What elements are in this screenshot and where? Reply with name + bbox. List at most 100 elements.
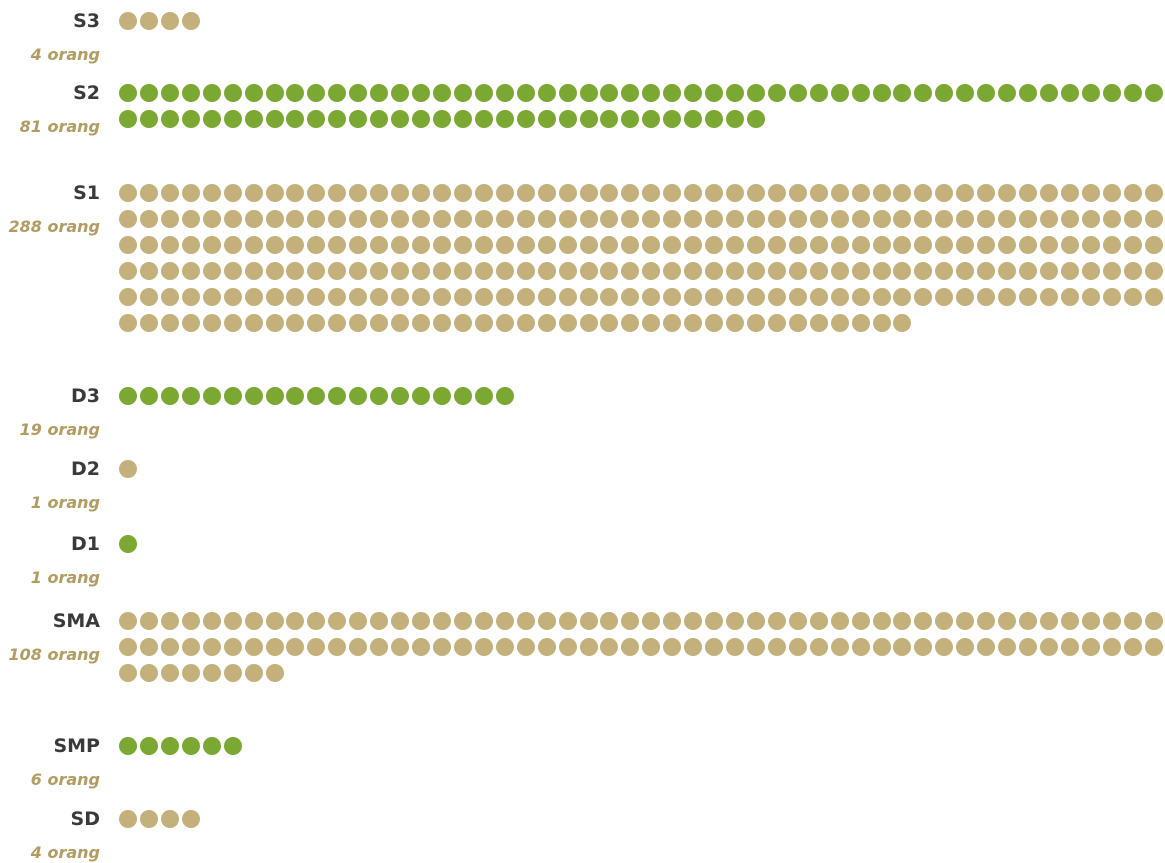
dot-s1: [872, 288, 891, 306]
dot-s1: [160, 314, 179, 332]
dot-sma: [1081, 612, 1100, 630]
dot-s1: [1039, 288, 1058, 306]
dot-sd: [160, 810, 179, 828]
dot-d2: [119, 460, 137, 478]
dot-d3: [160, 387, 179, 405]
row-count-s1: 288 orang: [8, 217, 101, 236]
dot-sma: [474, 612, 493, 630]
dot-s1: [642, 262, 661, 280]
row-count-s2: 81 orang: [19, 117, 100, 136]
row-label-s1: S1: [73, 182, 100, 204]
dot-sma: [558, 612, 577, 630]
dot-s1: [349, 184, 368, 202]
dot-d3: [370, 387, 389, 405]
dot-s1: [1102, 236, 1121, 254]
dot-sma: [516, 612, 535, 630]
dot-s1: [726, 236, 744, 254]
dot-s1: [391, 262, 410, 280]
dot-s2: [370, 110, 389, 128]
dot-s1: [244, 184, 263, 202]
dot-sma: [914, 638, 933, 656]
dot-s1: [537, 262, 556, 280]
dot-s1: [119, 314, 137, 332]
row-label-smp: SMP: [53, 735, 100, 757]
dot-d3: [139, 387, 158, 405]
dot-sma: [767, 638, 786, 656]
dot-s1: [1144, 288, 1163, 306]
dot-s2: [307, 84, 326, 102]
dot-s1: [767, 288, 786, 306]
dot-sma: [119, 612, 137, 630]
dot-s2: [391, 84, 410, 102]
dot-s2: [998, 84, 1017, 102]
dot-sma: [600, 612, 619, 630]
dot-sma: [223, 638, 242, 656]
dot-s1: [181, 262, 200, 280]
dot-s2: [432, 110, 451, 128]
dot-sd: [139, 810, 158, 828]
dot-s1: [579, 236, 598, 254]
row-count-d3: 19 orang: [19, 420, 100, 439]
dot-s1: [139, 288, 158, 306]
dot-s1: [474, 262, 493, 280]
dot-s2: [119, 110, 137, 128]
dot-s1: [621, 184, 640, 202]
dot-s1: [579, 314, 598, 332]
dot-s1: [391, 314, 410, 332]
row-count-d1: 1 orang: [30, 568, 100, 587]
dot-s1: [1123, 236, 1142, 254]
dot-s1: [1144, 262, 1163, 280]
dot-s1: [579, 262, 598, 280]
dot-s1: [453, 210, 472, 228]
dot-s1: [391, 236, 410, 254]
dot-s1: [1060, 262, 1079, 280]
dot-sma: [139, 664, 158, 682]
dot-s2: [621, 110, 640, 128]
dot-s1: [453, 314, 472, 332]
dot-sma: [286, 638, 305, 656]
dot-s1: [412, 262, 430, 280]
dot-s1: [223, 210, 242, 228]
dot-s1: [202, 236, 221, 254]
dot-s1: [1123, 184, 1142, 202]
dot-s1: [914, 288, 933, 306]
dot-sma: [684, 612, 703, 630]
dot-s1: [516, 210, 535, 228]
dot-s1: [1102, 184, 1121, 202]
dot-sma: [202, 664, 221, 682]
dot-sma: [1060, 638, 1079, 656]
dot-s2: [893, 84, 912, 102]
dot-s1: [956, 262, 975, 280]
dot-s2: [244, 110, 263, 128]
dot-sma: [223, 612, 242, 630]
dot-s2: [935, 84, 954, 102]
dot-sma: [370, 638, 389, 656]
dot-s1: [537, 236, 556, 254]
dot-s1: [579, 288, 598, 306]
dot-s1: [328, 314, 347, 332]
dot-s1: [558, 236, 577, 254]
dot-s1: [370, 314, 389, 332]
dot-s1: [663, 210, 682, 228]
dot-s1: [977, 262, 996, 280]
dot-s1: [119, 184, 137, 202]
dot-s1: [370, 262, 389, 280]
dot-s1: [516, 262, 535, 280]
dot-s1: [412, 314, 430, 332]
dot-sma: [265, 612, 284, 630]
dot-s1: [432, 262, 451, 280]
dot-s1: [830, 262, 849, 280]
dot-s1: [767, 184, 786, 202]
dot-s2: [412, 110, 430, 128]
dot-s1: [474, 210, 493, 228]
dot-s1: [705, 184, 723, 202]
dot-s1: [872, 262, 891, 280]
dot-sma: [244, 664, 263, 682]
dot-sma: [977, 612, 996, 630]
dot-s1: [600, 314, 619, 332]
dot-s2: [914, 84, 933, 102]
dot-sma: [851, 638, 870, 656]
dot-s1: [935, 210, 954, 228]
dot-s1: [684, 262, 703, 280]
dot-s1: [893, 288, 912, 306]
